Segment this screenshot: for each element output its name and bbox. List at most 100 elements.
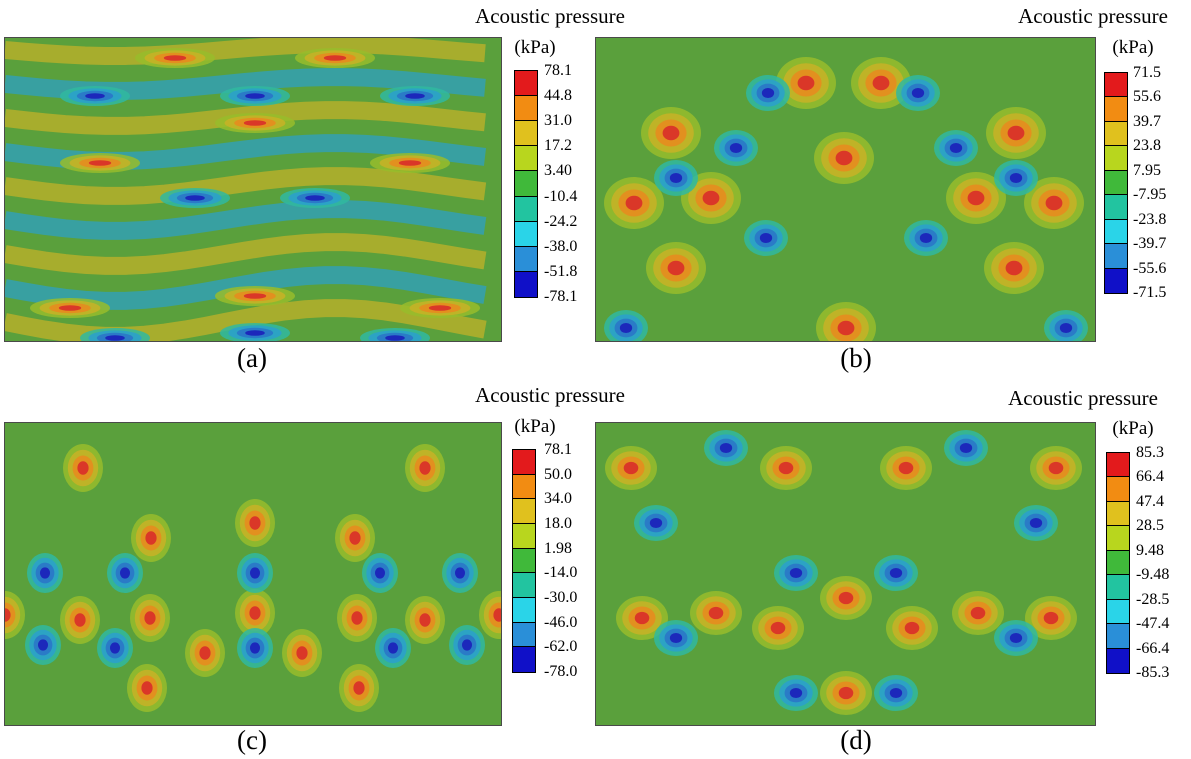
colorbar-tick-label: 23.8 xyxy=(1133,137,1161,155)
contour-shape xyxy=(1059,322,1073,334)
colorbar-tick-label: 9.48 xyxy=(1136,541,1164,559)
contour-shape xyxy=(789,687,803,699)
contour-shape xyxy=(623,461,639,475)
colorbar-band xyxy=(515,246,537,272)
colorbar-ticks-a: 78.1 44.8 31.0 17.2 3.40 -10.4 -24.2 -38.0 -51.8… xyxy=(544,62,604,305)
contour-shape xyxy=(419,461,431,475)
colorbar-band xyxy=(1105,244,1127,269)
contour-shape xyxy=(1007,125,1025,141)
colorbar-tick-label: -66.4 xyxy=(1136,639,1170,657)
contour-shape xyxy=(837,320,855,336)
colorbar-band xyxy=(1107,453,1129,478)
legend-title-d: Acoustic pressure xyxy=(1008,386,1158,410)
contour-shape xyxy=(1045,195,1063,211)
colorbar-tick-label: -38.0 xyxy=(544,237,578,255)
colorbar-band xyxy=(1107,550,1129,576)
contour-plot-d xyxy=(595,422,1096,726)
colorbar-band xyxy=(1107,477,1129,502)
colorbar-tick-label: 66.4 xyxy=(1136,468,1164,486)
colorbar-tick-label: 44.8 xyxy=(544,87,572,105)
contour-shape xyxy=(493,608,501,622)
colorbar-tick-label: 78.1 xyxy=(544,441,572,458)
contour-shape xyxy=(708,606,724,620)
contour-shape xyxy=(405,93,425,99)
panel-label-b: (b) xyxy=(840,343,872,373)
contour-shape xyxy=(245,93,265,99)
contour-shape xyxy=(37,639,49,651)
contour-shape xyxy=(778,461,794,475)
colorbar-tick-label: -23.8 xyxy=(1133,210,1167,228)
legend-unit-a: (kPa) xyxy=(514,37,556,58)
contour-svg-b xyxy=(596,38,1095,341)
colorbar-tick-label: -55.6 xyxy=(1133,259,1167,277)
contour-shape xyxy=(1009,632,1023,644)
colorbar-tick-label: -10.4 xyxy=(544,187,578,205)
colorbar-band xyxy=(513,474,535,500)
colorbar-band xyxy=(513,548,535,574)
contour-shape xyxy=(119,567,131,579)
colorbar-band xyxy=(1107,501,1129,527)
contour-shape xyxy=(619,322,633,334)
colorbar-tick-label: 28.5 xyxy=(1136,517,1164,535)
colorbar-tick-label: -85.3 xyxy=(1136,664,1170,681)
contour-shape xyxy=(105,335,125,341)
colorbar-band xyxy=(513,450,535,475)
panel-label-a: (a) xyxy=(237,343,267,373)
contour-shape xyxy=(770,621,786,635)
colorbar-band xyxy=(515,221,537,247)
colorbar-tick-label: 85.3 xyxy=(1136,444,1164,461)
contour-shape xyxy=(889,687,903,699)
contour-shape xyxy=(797,75,815,91)
contour-shape xyxy=(243,120,267,126)
colorbar-tick-label: -71.5 xyxy=(1133,284,1167,301)
contour-shape xyxy=(719,442,733,454)
contour-shape xyxy=(5,167,487,205)
contour-shape xyxy=(249,516,261,530)
contour-shape xyxy=(141,681,153,695)
contour-shape xyxy=(351,611,363,625)
colorbar-band xyxy=(1107,624,1129,649)
colorbar-band xyxy=(1105,268,1127,293)
colorbar-tick-label: 17.2 xyxy=(544,137,572,155)
colorbar-ticks-c: 78.1 50.0 34.0 18.0 1.98 -14.0 -30.0 -46.0 -62.0… xyxy=(544,441,604,680)
contour-shape xyxy=(5,38,486,65)
contour-shape xyxy=(185,195,205,201)
legend-unit-d: (kPa) xyxy=(1112,418,1154,439)
colorbar-band xyxy=(515,96,537,122)
colorbar-band xyxy=(1107,599,1129,625)
contour-shape xyxy=(349,531,361,545)
contour-svg-a xyxy=(5,38,501,341)
contour-shape xyxy=(109,642,121,654)
contour-shape xyxy=(1009,172,1023,184)
colorbar-band xyxy=(1105,170,1127,196)
legend-title-a: Acoustic pressure xyxy=(475,4,625,28)
colorbar-band xyxy=(1105,73,1127,98)
contour-shape xyxy=(838,591,854,605)
colorbar-band xyxy=(513,573,535,598)
contour-shape xyxy=(387,642,399,654)
colorbar-band xyxy=(513,647,535,672)
contour-shape xyxy=(245,330,265,336)
contour-shape xyxy=(249,606,261,620)
contour-shape xyxy=(625,195,643,211)
colorbar-tick-label: 18.0 xyxy=(544,515,572,532)
contour-shape xyxy=(649,517,663,529)
contour-shape xyxy=(323,55,347,61)
colorbar-band xyxy=(1105,121,1127,147)
contour-shape xyxy=(904,621,920,635)
colorbar-band xyxy=(513,597,535,623)
colorbar-band xyxy=(1107,648,1129,673)
colorbar-tick-label: 78.1 xyxy=(544,62,572,79)
contour-shape xyxy=(85,93,105,99)
colorbar-tick-label: 1.98 xyxy=(544,539,572,557)
colorbar-tick-label: -46.0 xyxy=(544,613,578,631)
contour-shape xyxy=(58,305,82,311)
colorbar-tick-label: 3.40 xyxy=(544,162,572,180)
colorbar-tick-label: 31.0 xyxy=(544,112,572,130)
panel-label-c: (c) xyxy=(237,725,267,755)
contour-shape xyxy=(911,87,925,99)
colorbar-band xyxy=(515,146,537,172)
contour-shape xyxy=(398,160,422,166)
contour-shape xyxy=(889,567,903,579)
colorbar-band xyxy=(515,196,537,222)
